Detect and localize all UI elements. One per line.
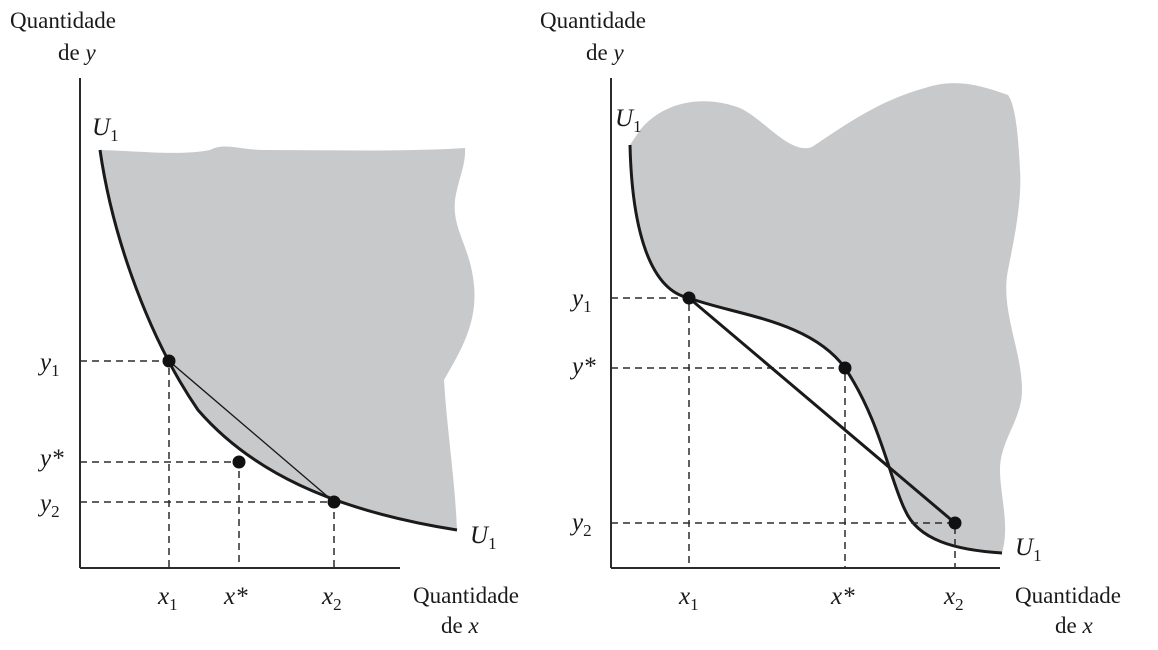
left-y2-guide bbox=[80, 501, 335, 568]
right-y-axis-title: Quantidade bbox=[540, 8, 646, 33]
right-y-tick-2-base: y bbox=[569, 509, 584, 536]
right-x-tick-2: x2 bbox=[943, 583, 964, 614]
left-y-tick-star-base: y* bbox=[37, 445, 64, 472]
right-x-tick-1: x1 bbox=[678, 583, 699, 614]
left-preferred-region bbox=[100, 146, 475, 530]
right-y-tick-1-sub: 1 bbox=[583, 297, 592, 316]
right-curve-label-bottom-sub: 1 bbox=[1033, 546, 1042, 565]
left-y-axis-title-line1: Quantidade bbox=[10, 8, 116, 33]
right-y-tick-star: y* bbox=[569, 353, 596, 380]
right-x-axis-title: Quantidade bbox=[1015, 583, 1121, 608]
left-curve-label-bottom-base: U bbox=[470, 522, 490, 549]
left-y-tick-1: y1 bbox=[37, 349, 60, 380]
right-y-tick-star-base: y* bbox=[569, 353, 596, 380]
right-y-tick-1-base: y bbox=[569, 285, 584, 312]
right-x-axis-title-line1: Quantidade bbox=[1015, 583, 1121, 608]
right-x-tick-star: x* bbox=[830, 583, 855, 610]
left-y-tick-1-sub: 1 bbox=[51, 361, 60, 380]
left-y-axis-title-line2: de bbox=[58, 40, 80, 65]
right-curve-label-bottom: U1 bbox=[1015, 534, 1042, 565]
left-x-tick-2-base: x bbox=[321, 583, 333, 610]
left-x-axis-var: x bbox=[467, 613, 479, 638]
left-indifference-curve bbox=[98, 149, 458, 532]
right-y-tick-2-sub: 2 bbox=[583, 521, 592, 540]
left-y-axis-var: y bbox=[83, 40, 96, 65]
left-curve-label-bottom-sub: 1 bbox=[488, 534, 497, 553]
left-curve-label-top: U1 bbox=[92, 114, 119, 145]
right-y-axis-title-2: de y bbox=[586, 40, 624, 65]
left-point-star bbox=[232, 455, 246, 469]
left-x-axis-title-line2: de bbox=[441, 613, 463, 638]
right-ystar-guide bbox=[611, 367, 846, 568]
right-y2-guide bbox=[611, 522, 956, 568]
left-x-tick-star: x* bbox=[223, 583, 248, 610]
left-point-2 bbox=[327, 495, 341, 509]
right-chord bbox=[688, 296, 956, 525]
right-indifference-curve bbox=[628, 144, 1003, 555]
right-x-tick-2-sub: 2 bbox=[955, 595, 964, 614]
left-x-tick-1-base: x bbox=[157, 583, 169, 610]
right-y-axis-title-line1: Quantidade bbox=[540, 8, 646, 33]
right-preferred-region bbox=[630, 83, 1022, 553]
left-y-tick-1-base: y bbox=[37, 349, 52, 376]
left-y-axis-title-2: de y bbox=[58, 40, 96, 65]
right-x-tick-star-base: x* bbox=[830, 583, 855, 610]
right-x-tick-1-base: x bbox=[678, 583, 690, 610]
left-y1-guide bbox=[80, 360, 170, 568]
left-x-tick-star-base: x* bbox=[223, 583, 248, 610]
left-curve-label-bottom: U1 bbox=[470, 522, 497, 553]
right-x-tick-2-base: x bbox=[943, 583, 955, 610]
left-curve-label-top-sub: 1 bbox=[110, 126, 119, 145]
left-y-tick-2-sub: 2 bbox=[51, 502, 60, 521]
right-x-axis-title-line2: de bbox=[1055, 613, 1077, 638]
right-x-tick-1-sub: 1 bbox=[690, 595, 699, 614]
right-panel: Quantidade de y U1 U1 y1 y* y2 x1 x* x2 bbox=[540, 8, 1121, 638]
left-y-tick-2-base: y bbox=[37, 490, 52, 517]
left-ystar-guide bbox=[80, 461, 240, 568]
right-y-axis-title-line2: de bbox=[586, 40, 608, 65]
right-curve-label-top-sub: 1 bbox=[633, 117, 642, 136]
right-point-1 bbox=[682, 291, 696, 305]
left-curve-label-top-base: U bbox=[92, 114, 112, 141]
right-y-tick-2: y2 bbox=[569, 509, 592, 540]
right-curve-label-top: U1 bbox=[615, 105, 642, 136]
left-y-axis-title: Quantidade bbox=[10, 8, 116, 33]
left-point-1 bbox=[162, 354, 176, 368]
right-y-axis-var: y bbox=[611, 40, 624, 65]
right-x-axis-title-2: de x bbox=[1055, 613, 1093, 638]
right-curve-label-top-base: U bbox=[615, 105, 635, 132]
left-panel: Quantidade de y U1 U1 y1 y* y2 x1 x* x2 bbox=[10, 8, 519, 638]
left-x-axis-title-line1: Quantidade bbox=[413, 583, 519, 608]
right-point-2 bbox=[948, 516, 962, 530]
left-x-axis-title-2: de x bbox=[441, 613, 479, 638]
left-x-axis-title: Quantidade bbox=[413, 583, 519, 608]
left-x-tick-1: x1 bbox=[157, 583, 178, 614]
left-x-tick-2: x2 bbox=[321, 583, 342, 614]
left-chord bbox=[168, 360, 335, 503]
left-x-tick-1-sub: 1 bbox=[169, 595, 178, 614]
right-point-star bbox=[838, 361, 852, 375]
right-curve-label-bottom-base: U bbox=[1015, 534, 1035, 561]
right-y1-guide bbox=[611, 297, 690, 568]
left-x-tick-2-sub: 2 bbox=[333, 595, 342, 614]
left-y-tick-2: y2 bbox=[37, 490, 60, 521]
right-y-tick-1: y1 bbox=[569, 285, 592, 316]
right-x-axis-var: x bbox=[1081, 613, 1093, 638]
left-y-tick-star: y* bbox=[37, 445, 64, 472]
